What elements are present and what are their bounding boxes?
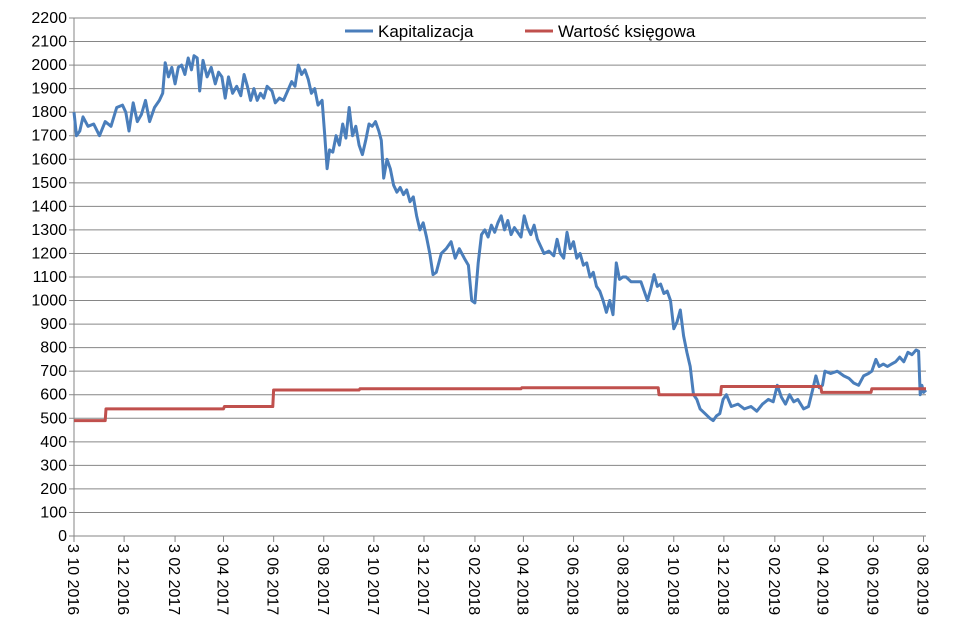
y-tick-label: 1600 <box>31 151 67 168</box>
y-tick-label: 1300 <box>31 222 67 239</box>
y-tick-label: 1400 <box>31 198 67 215</box>
legend-label-kapitalizacja: Kapitalizacja <box>378 22 474 41</box>
y-tick-label: 800 <box>40 340 67 357</box>
x-tick-label: 3 12 2017 <box>414 544 431 615</box>
x-tick-label: 3 12 2018 <box>714 544 731 615</box>
y-tick-label: 1900 <box>31 81 67 98</box>
x-tick-label: 3 04 2018 <box>513 544 530 615</box>
y-tick-label: 1500 <box>31 175 67 192</box>
legend-label-wartosc-ksiegowa: Wartość księgowa <box>558 22 696 41</box>
x-tick-label: 3 02 2018 <box>465 544 482 615</box>
x-tick-label: 3 08 2019 <box>914 544 931 615</box>
y-tick-label: 200 <box>40 481 67 498</box>
y-tick-label: 100 <box>40 504 67 521</box>
x-tick-label: 3 10 2018 <box>664 544 681 615</box>
x-tick-label: 3 06 2018 <box>564 544 581 615</box>
y-tick-label: 0 <box>58 528 67 545</box>
x-tick-label: 3 08 2017 <box>314 544 331 615</box>
x-axis: 3 10 2016 3 12 2016 3 02 2017 3 04 2017 3 06… <box>64 535 931 615</box>
y-tick-label: 900 <box>40 316 67 333</box>
y-axis: 0 100 200 300 400 500 600 700 800 900 1000 1100 1200… <box>31 10 75 545</box>
y-tick-label: 1100 <box>33 269 68 286</box>
x-tick-label: 3 06 2019 <box>863 544 880 615</box>
y-tick-label: 2000 <box>31 57 67 74</box>
y-tick-label: 600 <box>40 387 67 404</box>
y-tick-label: 2200 <box>31 10 67 27</box>
series-area <box>72 54 928 423</box>
y-tick-label: 400 <box>40 434 67 451</box>
y-tick-label: 500 <box>40 410 67 427</box>
y-tick-label: 1000 <box>31 293 67 310</box>
x-tick-label: 3 10 2016 <box>64 544 81 615</box>
x-tick-label: 3 02 2019 <box>765 544 782 615</box>
x-tick-label: 3 08 2018 <box>614 544 631 615</box>
x-tick-label: 3 04 2019 <box>813 544 830 615</box>
x-tick-label: 3 06 2017 <box>264 544 281 615</box>
y-tick-label: 1800 <box>31 104 67 121</box>
series-line-wartosc-ksiegowa <box>74 385 926 423</box>
legend: Kapitalizacja Wartość księgowa <box>345 22 696 41</box>
x-tick-label: 3 04 2017 <box>214 544 231 615</box>
x-tick-label: 3 10 2017 <box>364 544 381 615</box>
y-tick-label: 700 <box>40 363 67 380</box>
gridlines <box>74 17 926 513</box>
y-tick-label: 300 <box>40 457 67 474</box>
x-tick-label: 3 02 2017 <box>165 544 182 615</box>
y-tick-label: 1700 <box>31 128 67 145</box>
series-line-kapitalizacja <box>72 54 928 423</box>
y-tick-label: 2100 <box>31 34 67 51</box>
x-tick-label: 3 12 2016 <box>114 544 131 615</box>
y-tick-label: 1200 <box>31 245 67 262</box>
